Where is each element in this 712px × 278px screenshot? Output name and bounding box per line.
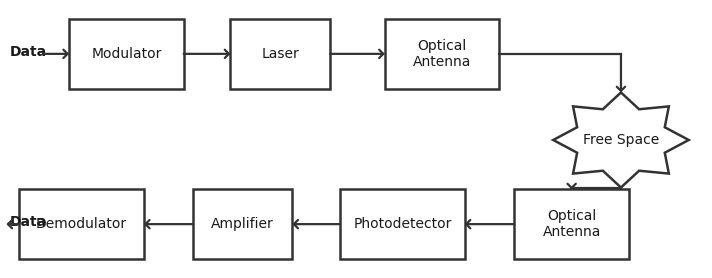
- Text: Optical
Antenna: Optical Antenna: [543, 209, 601, 239]
- Text: Laser: Laser: [261, 47, 299, 61]
- Text: Data: Data: [9, 215, 46, 229]
- Text: Amplifier: Amplifier: [211, 217, 274, 231]
- Bar: [514, 190, 629, 259]
- Text: Data: Data: [9, 45, 46, 59]
- Text: Free Space: Free Space: [583, 133, 659, 147]
- Bar: [19, 190, 144, 259]
- Polygon shape: [553, 93, 689, 187]
- Text: Photodetector: Photodetector: [353, 217, 451, 231]
- Bar: [193, 190, 292, 259]
- Bar: [231, 19, 330, 88]
- Text: Modulator: Modulator: [91, 47, 162, 61]
- Bar: [340, 190, 464, 259]
- Bar: [69, 19, 184, 88]
- Bar: [385, 19, 499, 88]
- Text: Demodulator: Demodulator: [36, 217, 127, 231]
- Text: Optical
Antenna: Optical Antenna: [413, 39, 471, 69]
